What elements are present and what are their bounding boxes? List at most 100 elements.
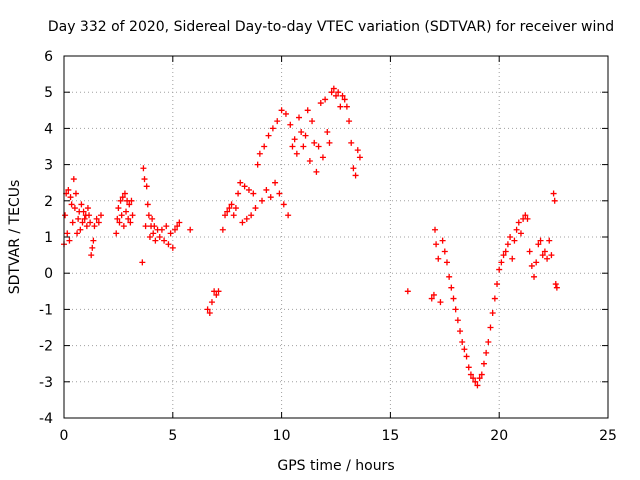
data-point	[80, 208, 87, 215]
data-point	[443, 259, 450, 266]
data-point	[152, 237, 159, 244]
data-point	[454, 317, 461, 324]
data-point	[539, 252, 546, 259]
data-point	[439, 237, 446, 244]
data-point	[465, 364, 472, 371]
data-point	[139, 259, 146, 266]
data-point	[304, 107, 311, 114]
data-point	[151, 223, 158, 230]
data-point	[531, 273, 538, 280]
data-point	[428, 295, 435, 302]
data-point	[71, 205, 78, 212]
data-point	[430, 291, 437, 298]
data-point	[272, 179, 279, 186]
data-point	[125, 215, 132, 222]
y-tick-label: 4	[44, 121, 53, 137]
data-point	[502, 248, 509, 255]
data-point	[248, 212, 255, 219]
data-point	[337, 103, 344, 110]
chart-title: Day 332 of 2020, Sidereal Day-to-day VTE…	[48, 19, 614, 35]
data-point	[330, 85, 337, 92]
data-point	[226, 205, 233, 212]
data-point	[448, 284, 455, 291]
data-point	[245, 186, 252, 193]
data-point	[356, 154, 363, 161]
data-point	[552, 281, 559, 288]
data-point	[69, 219, 76, 226]
data-point	[254, 161, 261, 168]
data-point	[239, 219, 246, 226]
data-point	[222, 212, 229, 219]
data-point	[350, 165, 357, 172]
data-point	[165, 241, 172, 248]
data-point	[474, 382, 481, 389]
data-point	[317, 100, 324, 107]
data-point	[259, 197, 266, 204]
data-point	[263, 186, 270, 193]
x-tick-label: 15	[381, 428, 399, 444]
data-point	[354, 147, 361, 154]
data-point	[513, 226, 520, 233]
data-point	[291, 136, 298, 143]
data-point	[300, 143, 307, 150]
data-point	[224, 208, 231, 215]
data-point	[289, 143, 296, 150]
y-tick-label: 0	[44, 266, 53, 282]
x-tick-label: 20	[490, 428, 508, 444]
data-point	[87, 219, 94, 226]
data-point	[144, 201, 151, 208]
data-point	[446, 273, 453, 280]
data-point	[535, 241, 542, 248]
data-point	[452, 306, 459, 313]
y-tick-label: -4	[39, 411, 53, 427]
data-point	[215, 288, 222, 295]
data-point	[467, 371, 474, 378]
data-point	[149, 215, 156, 222]
data-point	[74, 230, 81, 237]
data-point	[129, 212, 136, 219]
data-point	[463, 353, 470, 360]
data-point	[237, 179, 244, 186]
data-points	[61, 85, 560, 389]
data-point	[483, 349, 490, 356]
data-point	[548, 252, 555, 259]
y-axis-label: SDTVAR / TECUs	[7, 180, 23, 295]
data-point	[343, 103, 350, 110]
data-point	[174, 223, 181, 230]
data-point	[128, 197, 135, 204]
data-point	[206, 310, 213, 317]
data-point	[67, 194, 74, 201]
data-point	[232, 205, 239, 212]
y-tick-labels: -4 -3 -2 -1 0 1 2 3 4 5 6	[39, 49, 53, 427]
data-point	[65, 186, 72, 193]
data-point	[66, 237, 73, 244]
data-point	[496, 266, 503, 273]
data-point	[433, 241, 440, 248]
data-point	[208, 299, 215, 306]
x-axis-label: GPS time / hours	[277, 458, 394, 474]
data-point	[187, 226, 194, 233]
data-point	[127, 219, 134, 226]
data-point	[346, 118, 353, 125]
data-point	[487, 324, 494, 331]
y-tick-label: 5	[44, 85, 53, 101]
data-point	[470, 375, 477, 382]
data-point	[115, 205, 122, 212]
data-point	[296, 114, 303, 121]
x-tick-label: 10	[273, 428, 291, 444]
data-point	[219, 226, 226, 233]
data-point	[267, 194, 274, 201]
data-point	[450, 295, 457, 302]
data-point	[324, 129, 331, 136]
data-point	[511, 237, 518, 244]
data-point	[432, 226, 439, 233]
data-point	[79, 219, 86, 226]
data-point	[126, 201, 133, 208]
data-point	[278, 107, 285, 114]
data-point	[478, 371, 485, 378]
data-point	[298, 129, 305, 136]
data-point	[507, 234, 514, 240]
data-point	[404, 288, 411, 295]
data-point	[176, 219, 183, 226]
data-point	[441, 248, 448, 255]
